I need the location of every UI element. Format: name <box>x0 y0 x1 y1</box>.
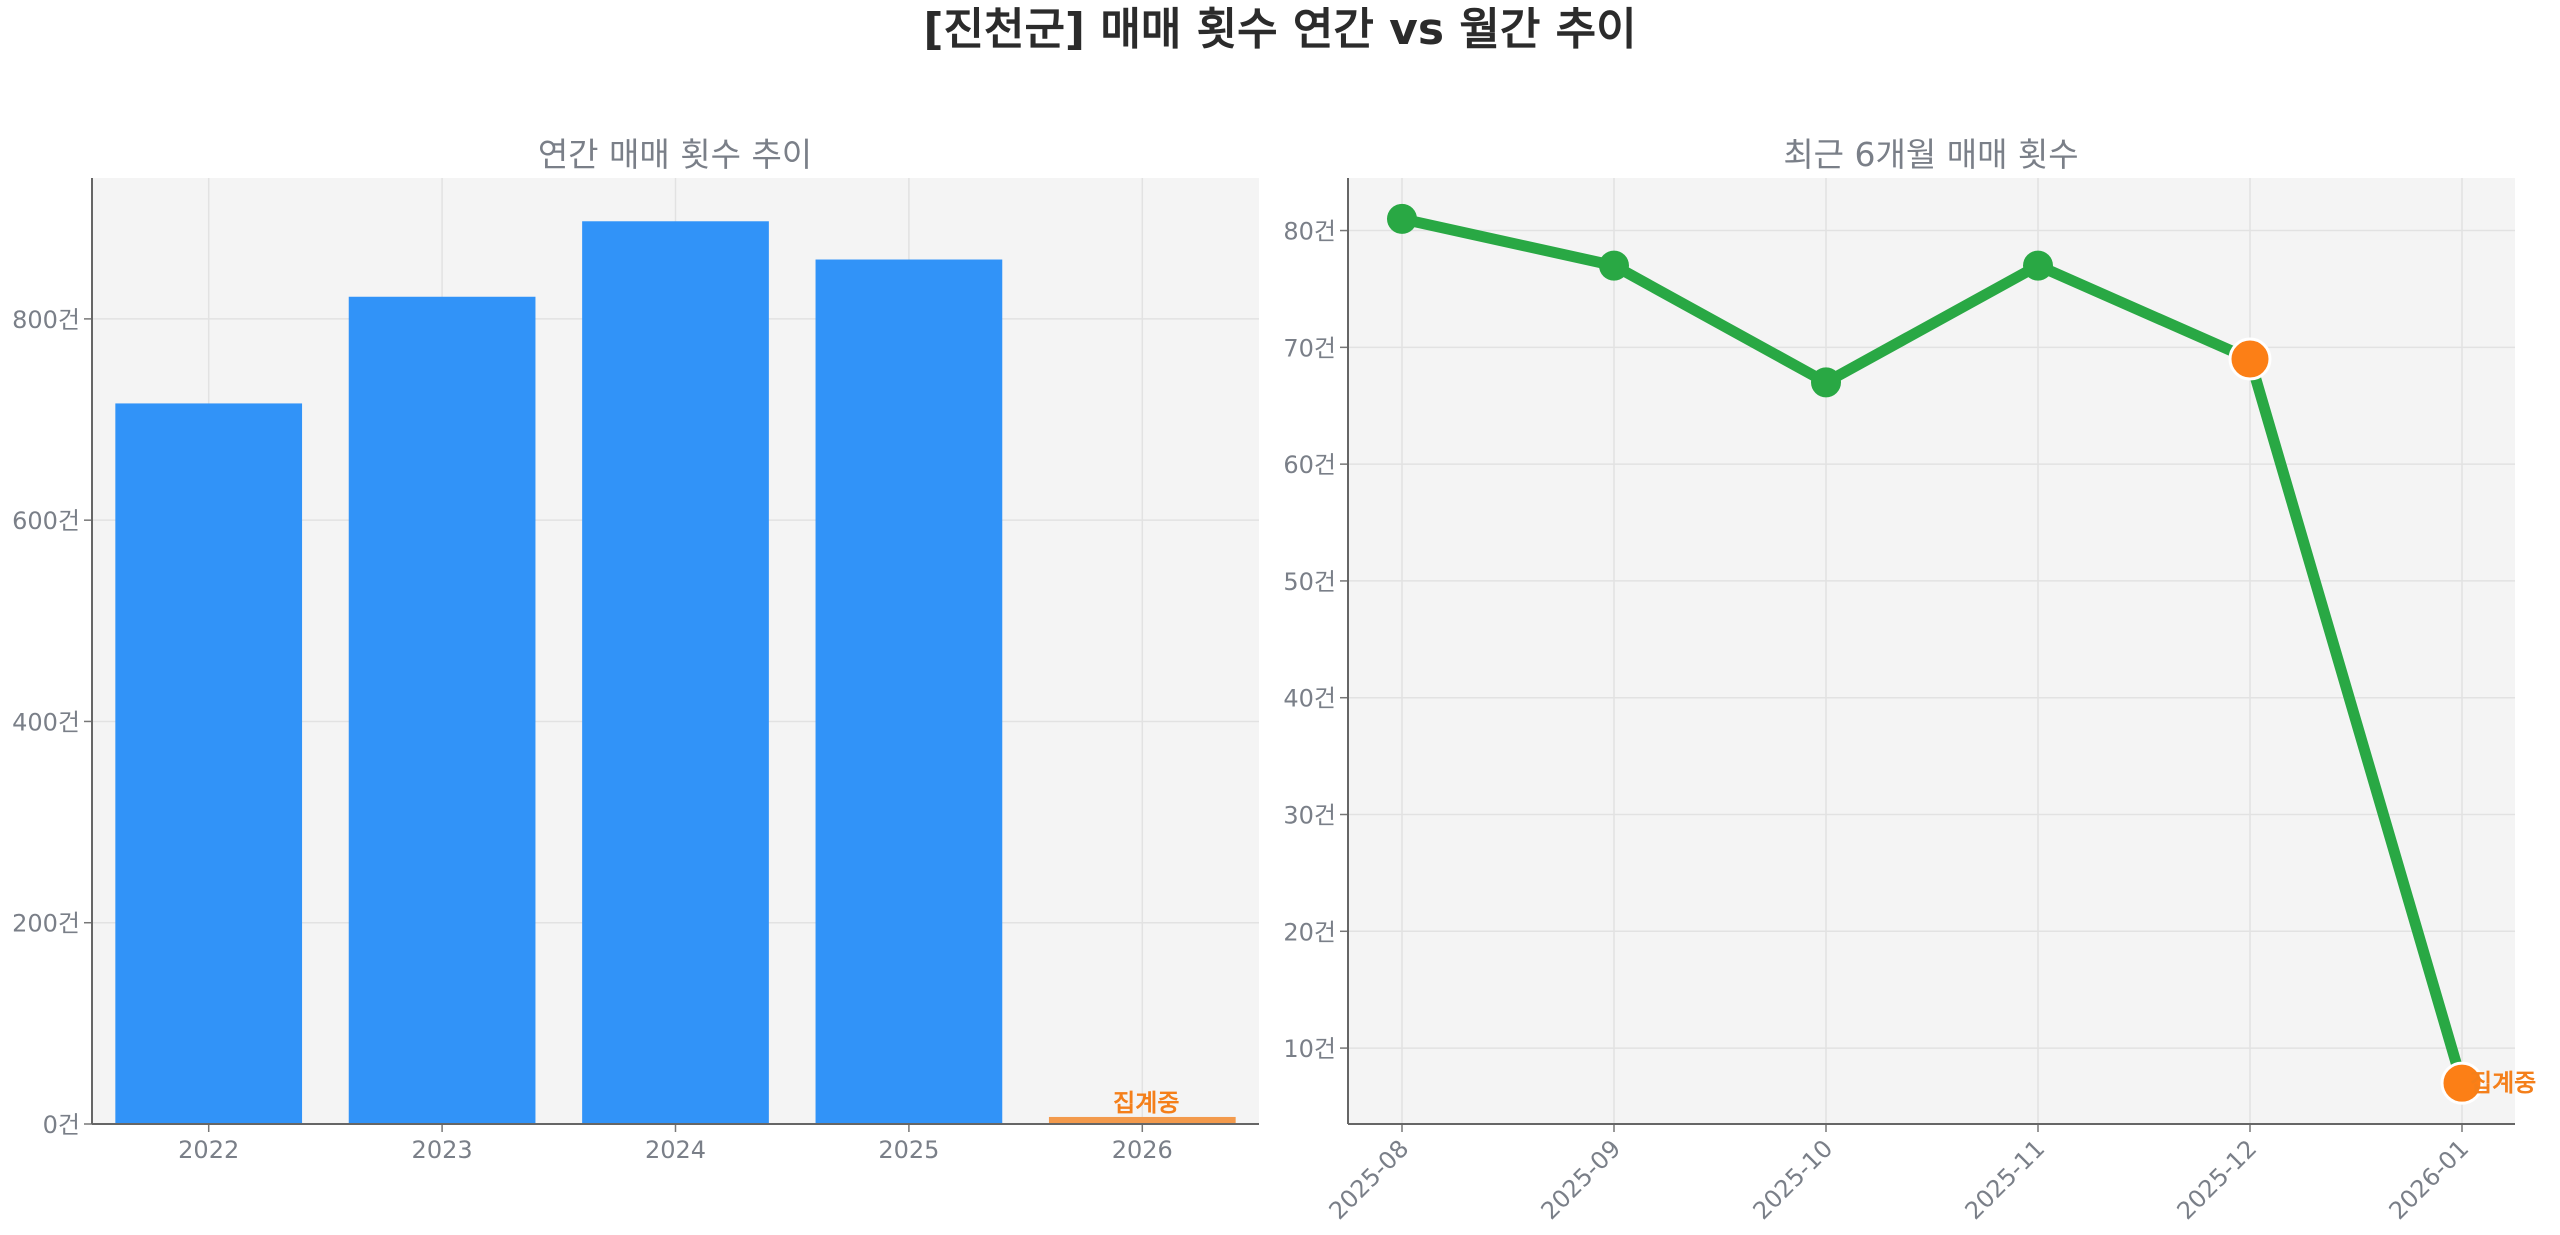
bar-xtick-label: 2024 <box>645 1136 706 1164</box>
bar-ytick-label: 0건 <box>43 1111 80 1139</box>
page-title: [진천군] 매매 횟수 연간 vs 월간 추이 <box>923 4 1637 55</box>
line-ytick-label: 60건 <box>1283 451 1336 479</box>
line-xtick-label: 2025-09 <box>1536 1134 1627 1225</box>
line-ytick-label: 50건 <box>1283 568 1336 596</box>
line-ytick-label: 10건 <box>1283 1035 1336 1063</box>
line-partial-note: 집계중 <box>2470 1069 2536 1097</box>
monthly-line-chart: 최근 6개월 매매 횟수 10건 20건 30건 40건 50건 60건 70건 80건 202… <box>1283 135 2536 1225</box>
line-point-2026-01 <box>2440 1061 2484 1105</box>
line-ytick-label: 20건 <box>1283 918 1336 946</box>
line-point-2025-11 <box>2023 250 2053 281</box>
bar-chart-title: 연간 매매 횟수 추이 <box>538 135 812 174</box>
bar-2022 <box>115 403 303 1124</box>
line-point-2025-09 <box>1599 250 1629 281</box>
bar-2026 <box>1048 1116 1236 1124</box>
bar-2024 <box>582 221 769 1124</box>
bar-xtick-label: 2022 <box>178 1136 239 1164</box>
bar-ytick-label: 600건 <box>12 507 80 535</box>
line-ytick-label: 70건 <box>1283 334 1336 362</box>
line-ytick-label: 40건 <box>1283 685 1336 713</box>
line-xtick-label: 2025-10 <box>1748 1134 1839 1225</box>
line-point-2025-10 <box>1811 367 1841 398</box>
line-xtick-label: 2025-12 <box>2172 1134 2263 1225</box>
line-point-2025-12 <box>2228 337 2272 381</box>
bar-xtick-label: 2023 <box>412 1136 473 1164</box>
bar-2025 <box>815 259 1003 1124</box>
bar-ytick-label: 200건 <box>12 910 80 938</box>
bar-partial-note: 집계중 <box>1113 1089 1179 1117</box>
line-ytick-label: 80건 <box>1283 218 1336 246</box>
line-plot-area <box>1348 178 2515 1124</box>
bar-2023 <box>348 296 536 1125</box>
line-xtick-label: 2025-08 <box>1324 1134 1415 1225</box>
bar-ytick-label: 800건 <box>12 306 80 334</box>
bar-xtick-label: 2026 <box>1112 1136 1173 1164</box>
line-ytick-label: 30건 <box>1283 802 1336 830</box>
line-point-2025-08 <box>1387 203 1417 234</box>
annual-bar-chart: 연간 매매 횟수 추이 0건 200건 400건 600건 800건 2022 2023 20… <box>12 135 1259 1164</box>
line-xtick-label: 2026-01 <box>2384 1134 2475 1225</box>
bar-ytick-label: 400건 <box>12 708 80 736</box>
bar-xtick-label: 2025 <box>878 1136 939 1164</box>
line-chart-title: 최근 6개월 매매 횟수 <box>1783 135 2078 174</box>
line-series <box>1396 213 2468 1089</box>
line-xtick-label: 2025-11 <box>1960 1134 2051 1225</box>
